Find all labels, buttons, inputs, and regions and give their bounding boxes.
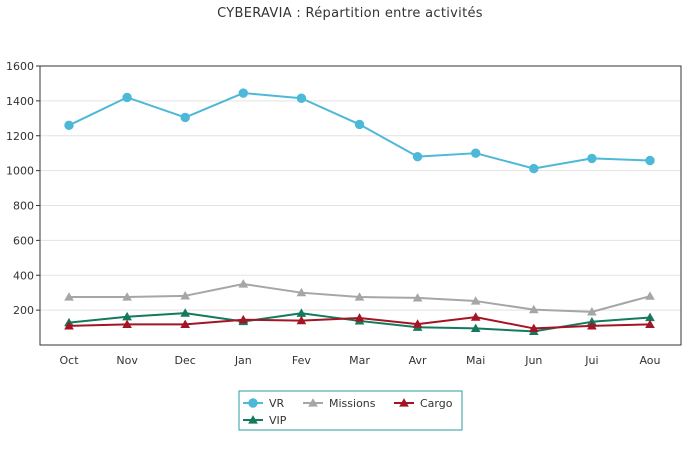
legend-marker: [248, 415, 258, 424]
data-point-missions: [296, 287, 307, 297]
data-point-missions: [354, 292, 365, 301]
data-point-missions: [122, 292, 132, 301]
axes: 200 400 600 800 1000 1200 1400 1600 Oct Nov Dec Jan…: [6, 60, 682, 367]
chart-title: CYBERAVIA : Répartition entre activités: [217, 6, 483, 21]
legend-marker: [248, 398, 258, 408]
legend-box: [238, 390, 463, 431]
legend-marker: [308, 398, 318, 407]
data-point-cargo: [180, 319, 191, 329]
x-tick-label: Nov: [116, 354, 138, 367]
data-point-vip: [122, 311, 132, 321]
data-point-vr: [412, 151, 423, 162]
data-point-missions: [645, 291, 655, 300]
y-tick-label: 800: [13, 200, 34, 213]
data-point-vip: [180, 308, 191, 317]
x-tick-label: Avr: [409, 354, 427, 367]
series-lines: [64, 88, 655, 336]
data-point-cargo: [64, 320, 74, 330]
data-point-missions: [238, 279, 249, 288]
series-line-vr: [68, 92, 651, 170]
x-tick-label: Jun: [524, 354, 542, 367]
data-point-missions: [412, 293, 423, 302]
data-point-vr: [645, 155, 655, 166]
data-point-missions: [470, 296, 481, 305]
x-tick-label: Mai: [466, 354, 485, 367]
x-tick-label: Jui: [584, 354, 598, 367]
data-point-cargo: [122, 319, 132, 329]
data-point-vip: [645, 312, 655, 322]
data-point-vip: [296, 308, 307, 317]
y-tick-label: 400: [13, 269, 34, 282]
data-point-vip: [470, 323, 481, 333]
data-point-cargo: [354, 313, 365, 322]
legend-marker: [399, 398, 409, 407]
x-tick-label: Oct: [59, 354, 79, 367]
data-point-vr: [587, 153, 597, 164]
x-tick-label: Jan: [234, 354, 252, 367]
data-point-missions: [64, 292, 74, 301]
legend-label-missions: Missions: [329, 397, 376, 410]
data-point-cargo: [528, 323, 539, 333]
data-point-vr: [529, 163, 539, 174]
data-point-vr: [180, 112, 190, 123]
data-point-cargo: [238, 314, 249, 324]
y-tick-label: 1000: [6, 165, 34, 178]
data-point-vr: [238, 88, 249, 98]
data-point-cargo: [296, 315, 307, 325]
y-tick-label: 1400: [6, 95, 34, 108]
x-tick-label: Dec: [175, 354, 196, 367]
data-point-cargo: [470, 312, 481, 321]
legend-label-vip: VIP: [269, 414, 287, 427]
data-point-missions: [587, 307, 597, 316]
data-point-vr: [471, 148, 481, 158]
legend: VR Missions Cargo VIP: [238, 390, 463, 431]
plot-frame: [39, 65, 682, 346]
y-tick-label: 1600: [6, 60, 34, 73]
y-tick-label: 600: [13, 234, 34, 247]
grid: [40, 65, 681, 311]
x-tick-label: Aou: [639, 354, 660, 367]
data-point-vr: [296, 93, 307, 103]
legend-label-cargo: Cargo: [420, 397, 453, 410]
y-tick-label: 1200: [6, 130, 34, 143]
data-point-cargo: [587, 320, 597, 330]
data-point-cargo: [645, 319, 655, 329]
data-point-cargo: [412, 319, 423, 328]
data-point-vr: [64, 120, 74, 130]
x-tick-label: Mar: [349, 354, 370, 367]
data-point-vr: [122, 92, 132, 103]
legend-label-vr: VR: [269, 397, 285, 410]
data-point-missions: [180, 290, 191, 300]
y-tick-label: 200: [13, 304, 34, 317]
x-tick-label: Fev: [292, 354, 311, 367]
data-point-vr: [354, 119, 365, 130]
data-point-missions: [528, 304, 539, 314]
